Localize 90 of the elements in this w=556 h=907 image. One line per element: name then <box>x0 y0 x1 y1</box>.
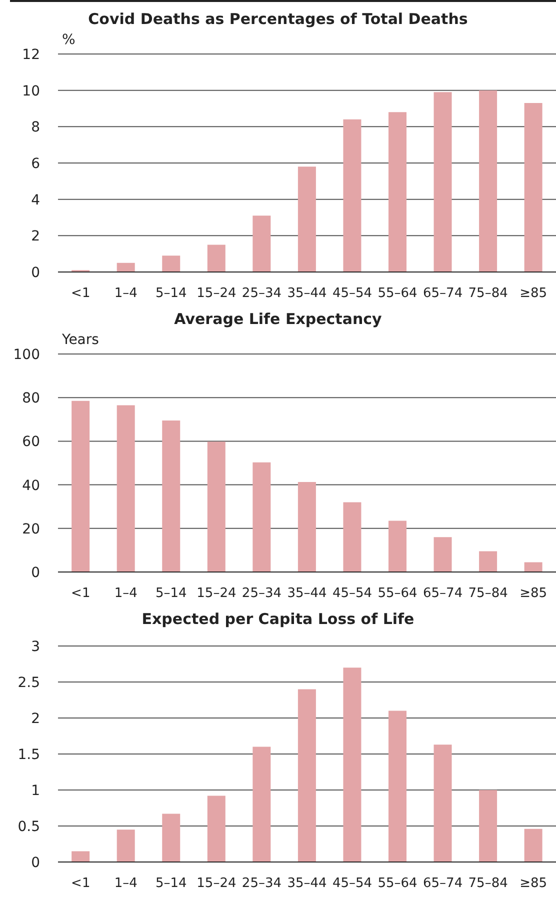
x-tick-label: 15–24 <box>196 286 236 302</box>
y-tick-label: 6 <box>31 156 40 172</box>
bar <box>298 482 316 572</box>
chart-title: Expected per Capita Loss of Life <box>140 609 416 630</box>
y-tick-label: 2.5 <box>18 674 40 691</box>
y-tick-label: 0 <box>31 564 40 581</box>
bar <box>479 90 498 272</box>
bar <box>524 103 542 272</box>
bar <box>298 166 316 272</box>
y-tick-label: 80 <box>22 390 40 407</box>
x-tick-label: 1–4 <box>114 286 138 302</box>
bar <box>388 112 406 272</box>
x-tick-label: 75–84 <box>468 876 508 892</box>
x-tick-label: 55–64 <box>378 586 418 602</box>
y-axis-title: % <box>62 32 76 48</box>
x-tick-label: 1–4 <box>114 586 138 602</box>
y-tick-label: 20 <box>22 521 40 538</box>
bar <box>434 744 452 862</box>
y-tick-label: 1 <box>31 782 40 799</box>
y-tick-label: 0.5 <box>18 818 40 835</box>
bar <box>116 262 135 272</box>
y-tick-label: 12 <box>22 46 40 63</box>
x-tick-label: 45–54 <box>332 286 372 302</box>
x-tick-label: 55–64 <box>378 286 418 302</box>
y-tick-label: 10 <box>22 83 40 100</box>
bar <box>116 830 135 862</box>
x-tick-label: 45–54 <box>332 876 372 892</box>
x-tick-label: 15–24 <box>196 876 236 892</box>
chart-title: Average Life Expectancy <box>173 309 383 330</box>
bar <box>252 746 271 862</box>
bar <box>479 790 498 862</box>
x-tick-label: 25–34 <box>242 876 282 892</box>
x-tick-label: 65–74 <box>423 876 463 892</box>
y-tick-label: 2 <box>31 710 40 727</box>
bar <box>434 537 452 572</box>
y-tick-label: 1.5 <box>18 746 40 763</box>
x-tick-label: 65–74 <box>423 286 463 302</box>
x-tick-label: 75–84 <box>468 586 508 602</box>
bar <box>388 710 406 862</box>
bar <box>434 92 452 272</box>
y-tick-label: 8 <box>31 120 40 136</box>
bar <box>343 502 362 572</box>
x-tick-label: 35–44 <box>287 586 327 602</box>
x-tick-label: ≥85 <box>520 286 548 302</box>
x-tick-label: 1–4 <box>114 876 138 892</box>
chart-title: Covid Deaths as Percentages of Total Deaths <box>87 9 469 30</box>
x-tick-label: ≥85 <box>520 586 548 602</box>
y-tick-label: 100 <box>13 346 40 363</box>
x-tick-label: 35–44 <box>287 876 327 892</box>
y-tick-label: 0 <box>31 854 40 871</box>
x-tick-label: 45–54 <box>332 586 372 602</box>
y-tick-label: 3 <box>31 638 40 655</box>
y-tick-label: 4 <box>31 192 40 208</box>
bar <box>298 689 316 862</box>
x-tick-label: 5–14 <box>156 286 187 302</box>
x-tick-label: ≥85 <box>520 876 548 892</box>
bar <box>388 520 406 572</box>
bar <box>524 562 542 572</box>
x-tick-label: 15–24 <box>196 586 236 602</box>
x-tick-label: 5–14 <box>156 876 187 892</box>
x-tick-label: 25–34 <box>242 286 282 302</box>
bar <box>524 828 542 862</box>
x-tick-label: 75–84 <box>468 286 508 302</box>
bar <box>479 551 498 572</box>
y-axis-title: Years <box>62 332 99 348</box>
y-tick-label: 40 <box>22 478 40 494</box>
y-tick-label: 0 <box>31 264 40 281</box>
bar <box>162 420 180 572</box>
y-tick-label: 2 <box>31 228 40 245</box>
bar <box>252 216 271 272</box>
x-tick-label: 55–64 <box>378 876 418 892</box>
y-tick-label: 60 <box>22 434 40 450</box>
bar <box>72 851 90 862</box>
x-tick-label: <1 <box>71 876 90 892</box>
bar <box>207 442 226 572</box>
bar <box>343 668 362 862</box>
bar <box>162 814 180 862</box>
x-tick-label: 25–34 <box>242 586 282 602</box>
x-tick-label: 5–14 <box>156 586 187 602</box>
x-tick-label: <1 <box>71 586 90 602</box>
x-tick-label: 65–74 <box>423 586 463 602</box>
bar <box>207 244 226 272</box>
bar <box>162 256 180 272</box>
x-tick-label: 35–44 <box>287 286 327 302</box>
bar <box>72 400 90 572</box>
bar <box>343 119 362 272</box>
bar <box>207 796 226 862</box>
x-tick-label: <1 <box>71 286 90 302</box>
bar <box>252 462 271 572</box>
bar <box>116 405 135 572</box>
